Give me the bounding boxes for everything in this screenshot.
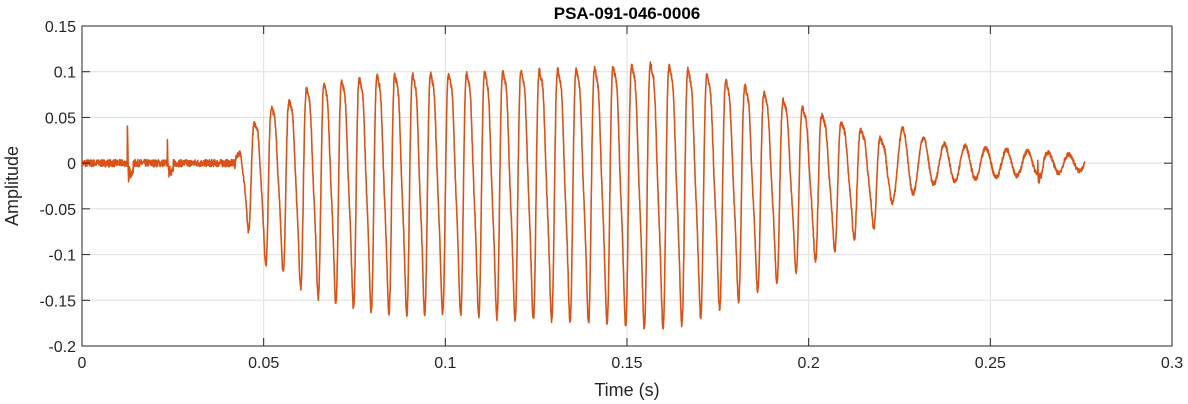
y-tick-label: 0.15	[45, 19, 76, 36]
x-axis-label: Time (s)	[594, 380, 659, 400]
y-tick-labels: 0.15 0.1 0.05 0 -0.05 -0.1 -0.15 -0.2	[40, 19, 77, 356]
series-line-waveform	[82, 61, 1086, 330]
x-tick-label: 0	[78, 355, 87, 372]
ticks	[81, 25, 1173, 347]
chart-title: PSA-091-046-0006	[554, 4, 700, 23]
x-tick-label: 0.2	[798, 355, 820, 372]
y-axis-label: Amplitude	[2, 146, 22, 226]
y-tick-label: 0.05	[45, 110, 76, 127]
y-tick-label: -0.1	[48, 248, 76, 265]
x-tick-labels: 0 0.05 0.1 0.15 0.2 0.25 0.3	[78, 355, 1184, 372]
y-tick-label: -0.15	[40, 293, 77, 310]
x-tick-label: 0.3	[1161, 355, 1183, 372]
y-tick-label: 0	[67, 156, 76, 173]
x-tick-label: 0.25	[975, 355, 1006, 372]
y-tick-label: 0.1	[54, 65, 76, 82]
y-tick-label: -0.05	[40, 202, 77, 219]
y-tick-label: -0.2	[48, 339, 76, 356]
x-tick-label: 0.05	[248, 355, 279, 372]
x-tick-label: 0.15	[611, 355, 642, 372]
x-tick-label: 0.1	[434, 355, 456, 372]
